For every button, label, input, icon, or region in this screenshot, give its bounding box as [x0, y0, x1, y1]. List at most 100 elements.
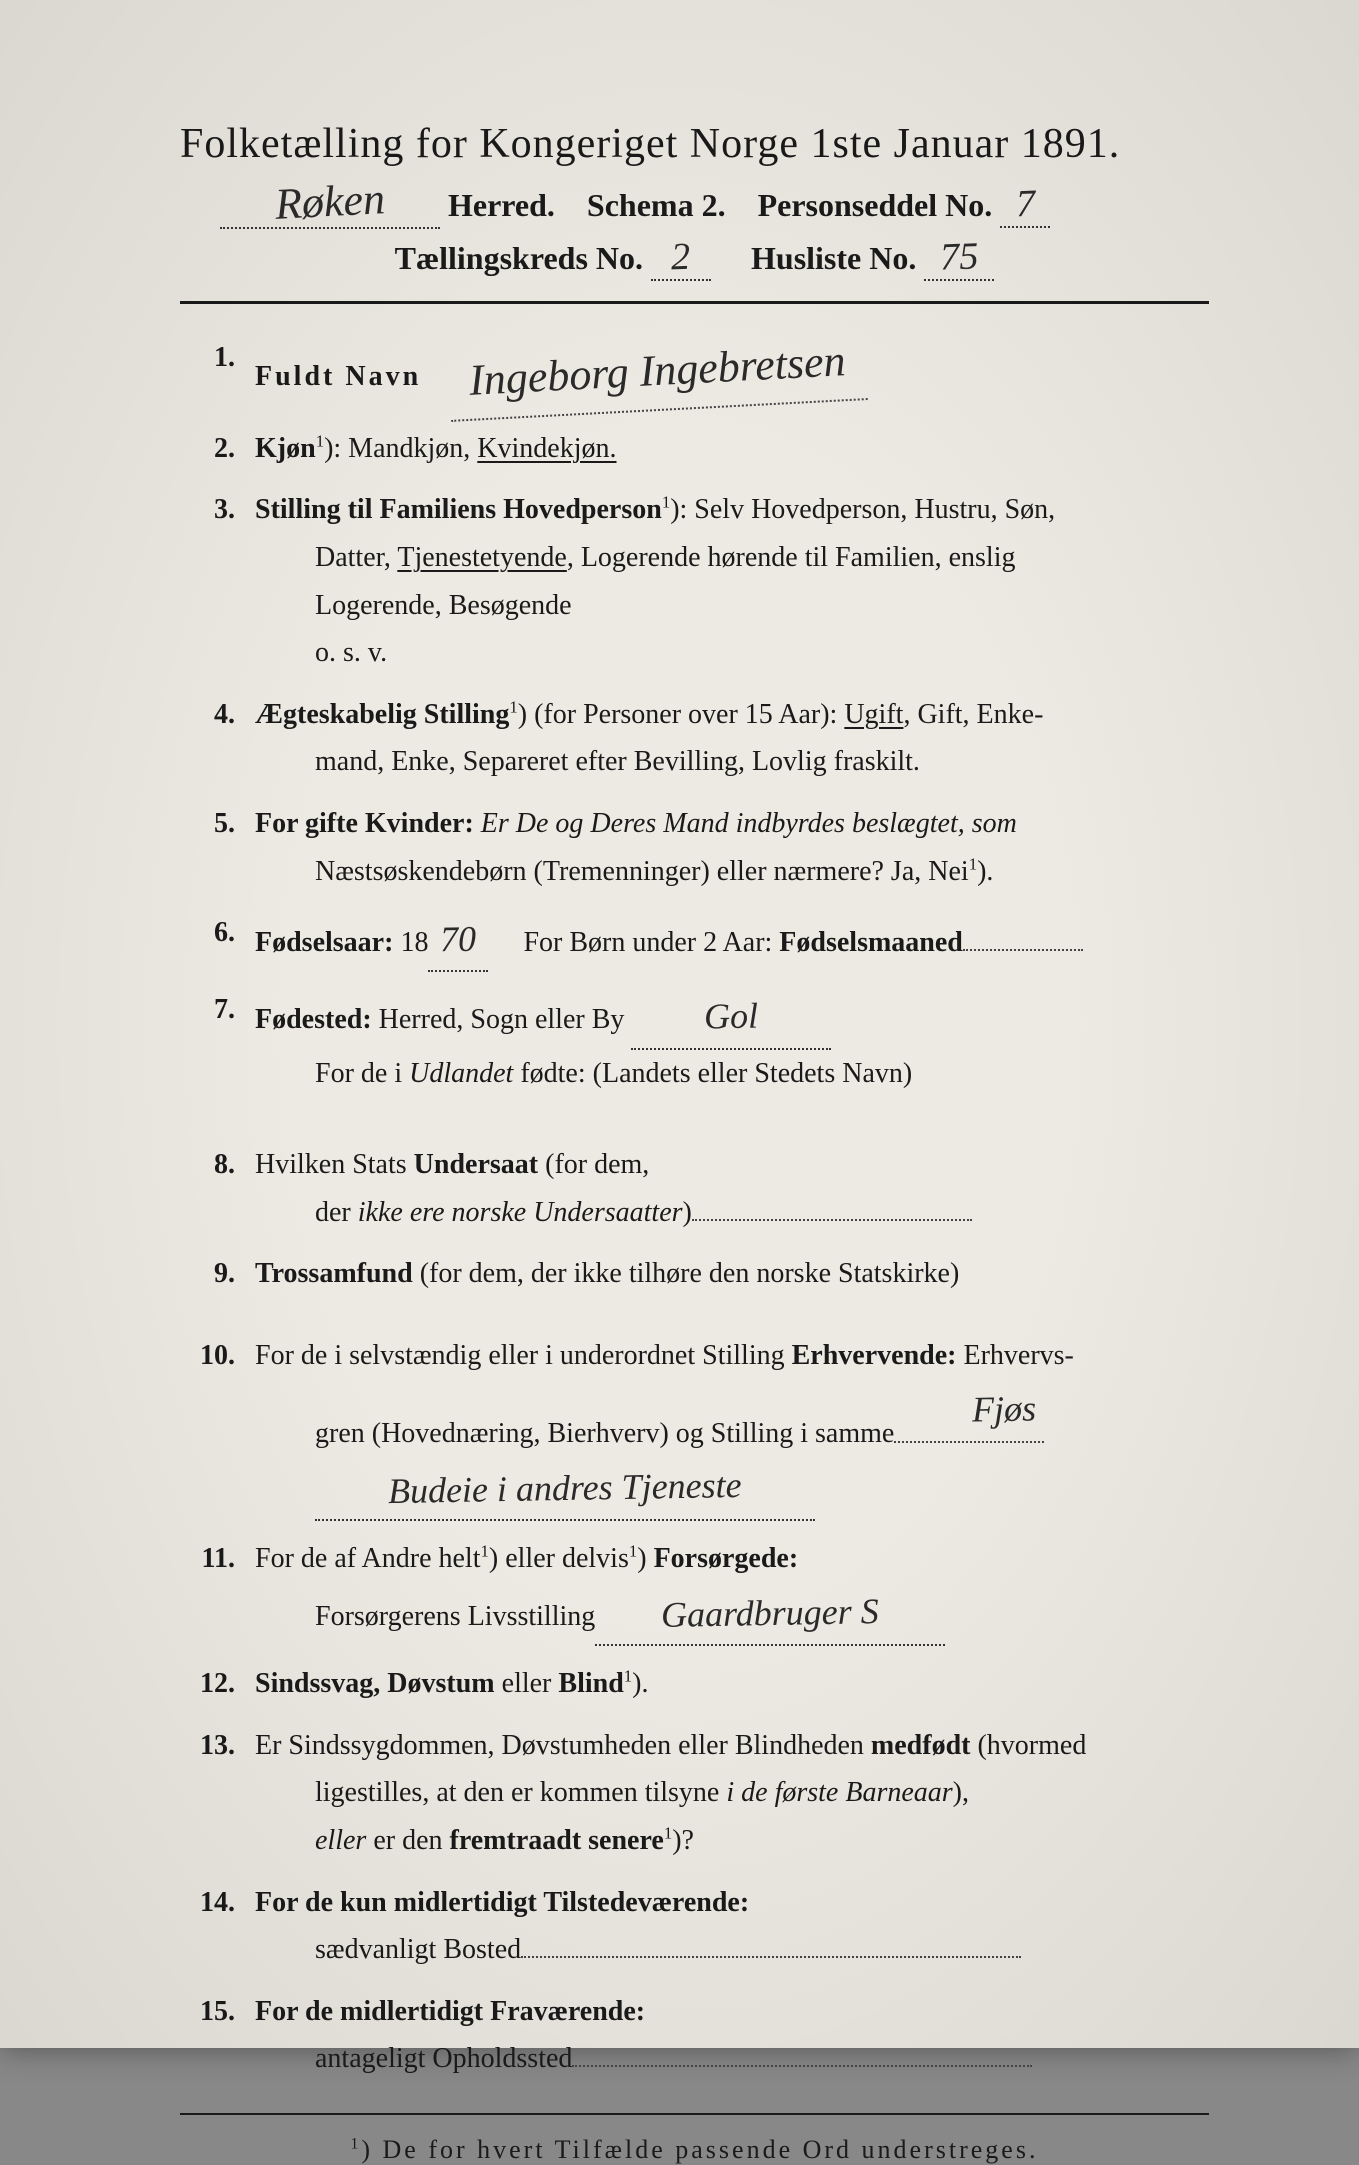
herred-label: Herred.	[448, 187, 555, 223]
item-8: 8. Hvilken Stats Undersaat (for dem, der…	[180, 1141, 1209, 1236]
text: ): Mandkjøn,	[324, 433, 477, 464]
label: For de kun midlertidigt Tilstedeværende:	[255, 1887, 749, 1918]
personseddel-field: 7	[1000, 182, 1050, 228]
header-line-3: Tællingskreds No. 2 Husliste No. 75	[180, 235, 1209, 281]
item-num: 12.	[180, 1660, 255, 1708]
item-12: 12. Sindssvag, Døvstum eller Blind1).	[180, 1660, 1209, 1708]
item-num: 6.	[180, 909, 255, 957]
item-content: For de kun midlertidigt Tilstedeværende:…	[255, 1879, 1209, 1974]
taellingskreds-field: 2	[651, 235, 711, 281]
item-7: 7. Fødested: Herred, Sogn eller By Gol F…	[180, 986, 1209, 1097]
line2: Forsørgerens LivsstillingGaardbruger S	[255, 1583, 1209, 1646]
label: For gifte Kvinder:	[255, 808, 474, 839]
line2: ligestilles, at den er kommen tilsyne i …	[255, 1769, 1209, 1817]
taellingskreds-label: Tællingskreds No.	[395, 240, 643, 276]
text1: For de i selvstændig eller i underordnet…	[255, 1340, 792, 1371]
line3: eller er den fremtraadt senere1)?	[255, 1817, 1209, 1865]
line2: mand, Enke, Separeret efter Bevilling, L…	[255, 738, 1209, 786]
herred-field: Røken	[220, 176, 440, 229]
item-content: Stilling til Familiens Hovedperson1): Se…	[255, 486, 1209, 676]
year-prefix: 18	[393, 927, 428, 958]
item-9: 9. Trossamfund (for dem, der ikke tilhør…	[180, 1250, 1209, 1298]
item-13: 13. Er Sindssygdommen, Døvstumheden elle…	[180, 1722, 1209, 1865]
taellingskreds-value: 2	[671, 235, 692, 280]
header-line-2: Røken Herred. Schema 2. Personseddel No.…	[180, 176, 1209, 229]
line1b: , Gift, Enke-	[903, 699, 1043, 730]
year-value: 70	[432, 909, 485, 971]
item-content: Er Sindssygdommen, Døvstumheden eller Bl…	[255, 1722, 1209, 1865]
underlined: Kvindekjøn.	[477, 433, 616, 464]
item-content: Kjøn1): Mandkjøn, Kvindekjøn.	[255, 425, 1209, 473]
item-6: 6. Fødselsaar: 1870 For Børn under 2 Aar…	[180, 909, 1209, 972]
husliste-value: 75	[939, 234, 979, 279]
line1a: ) (for Personer over 15 Aar):	[518, 699, 845, 730]
item-num: 7.	[180, 986, 255, 1034]
item-10: 10. For de i selvstændig eller i underor…	[180, 1332, 1209, 1522]
label: Forsørgede:	[654, 1543, 799, 1574]
birthplace-value: Gol	[696, 986, 767, 1048]
line2: Datter, Tjenestetyende, Logerende hørend…	[255, 534, 1209, 582]
text1: Er Sindssygdommen, Døvstumheden eller Bl…	[255, 1730, 871, 1761]
item-num: 4.	[180, 691, 255, 739]
label: Kjøn	[255, 433, 316, 464]
husliste-label: Husliste No.	[751, 240, 916, 276]
label: Erhvervende:	[792, 1340, 957, 1371]
occ-value: Budeie i andres Tjeneste	[380, 1455, 751, 1523]
text: eller	[495, 1668, 559, 1699]
item-15: 15. For de midlertidigt Fraværende: anta…	[180, 1988, 1209, 2083]
label: Ægteskabelig Stilling	[255, 699, 509, 730]
text1: For de af Andre helt	[255, 1543, 481, 1574]
item-content: Fødested: Herred, Sogn eller By Gol For …	[255, 986, 1209, 1097]
item-num: 5.	[180, 800, 255, 848]
label: medfødt	[871, 1730, 971, 1761]
husliste-field: 75	[924, 235, 994, 281]
label: Undersaat	[414, 1149, 538, 1180]
herred-value: Røken	[274, 173, 386, 230]
item-content: For gifte Kvinder: Er De og Deres Mand i…	[255, 800, 1209, 895]
item-num: 1.	[180, 334, 255, 382]
item-14: 14. For de kun midlertidigt Tilstedevære…	[180, 1879, 1209, 1974]
line2: gren (Hovednæring, Bierhverv) og Stillin…	[255, 1379, 1209, 1458]
text: (for dem, der ikke tilhøre den norske St…	[413, 1258, 960, 1289]
item-num: 2.	[180, 425, 255, 473]
item-4: 4. Ægteskabelig Stilling1) (for Personer…	[180, 691, 1209, 786]
item-2: 2. Kjøn1): Mandkjøn, Kvindekjøn.	[180, 425, 1209, 473]
text2: ) eller delvis	[489, 1543, 629, 1574]
item-num: 9.	[180, 1250, 255, 1298]
line1: ): Selv Hovedperson, Hustru, Søn,	[670, 494, 1055, 525]
line4: o. s. v.	[255, 629, 1209, 677]
label2: Blind	[558, 1668, 623, 1699]
sup: 1	[316, 431, 324, 450]
item-content: Fuldt Navn Ingeborg Ingebretsen	[255, 334, 1209, 411]
sup: 1	[662, 493, 670, 512]
provider-value: Gaardbruger S	[653, 1581, 888, 1646]
top-divider	[180, 301, 1209, 304]
text2: For Børn under 2 Aar:	[523, 927, 779, 958]
underlined: Ugift	[844, 699, 903, 730]
birthplace-field: Gol	[631, 986, 831, 1049]
footnote-text: ) De for hvert Tilfælde passende Ord und…	[361, 2135, 1038, 2164]
text2: Erhvervs-	[956, 1340, 1073, 1371]
item-num: 14.	[180, 1879, 255, 1927]
label: Fødselsaar:	[255, 927, 393, 958]
label: Trossamfund	[255, 1258, 413, 1289]
item-content: Hvilken Stats Undersaat (for dem, der ik…	[255, 1141, 1209, 1236]
line2: sædvanligt Bosted	[255, 1926, 1209, 1974]
footnote: 1) De for hvert Tilfælde passende Ord un…	[180, 2135, 1209, 2165]
item-num: 10.	[180, 1332, 255, 1380]
line2: der ikke ere norske Undersaatter)	[255, 1189, 1209, 1237]
item-num: 8.	[180, 1141, 255, 1189]
line2: For de i Udlandet fødte: (Landets eller …	[255, 1050, 1209, 1098]
full-name-value: Ingeborg Ingebretsen	[447, 323, 867, 422]
schema-label: Schema 2.	[587, 187, 726, 223]
label: Stilling til Familiens Hovedperson	[255, 494, 662, 525]
item-11: 11. For de af Andre helt1) eller delvis1…	[180, 1535, 1209, 1646]
text3: )	[637, 1543, 653, 1574]
item-content: Ægteskabelig Stilling1) (for Personer ov…	[255, 691, 1209, 786]
form-header: Folketælling for Kongeriget Norge 1ste J…	[180, 120, 1209, 281]
item-num: 15.	[180, 1988, 255, 2036]
item-content: For de i selvstændig eller i underordnet…	[255, 1332, 1209, 1522]
personseddel-value: 7	[1015, 182, 1036, 227]
text1: Herred, Sogn eller By	[372, 1004, 625, 1035]
text: Hvilken Stats	[255, 1149, 414, 1180]
